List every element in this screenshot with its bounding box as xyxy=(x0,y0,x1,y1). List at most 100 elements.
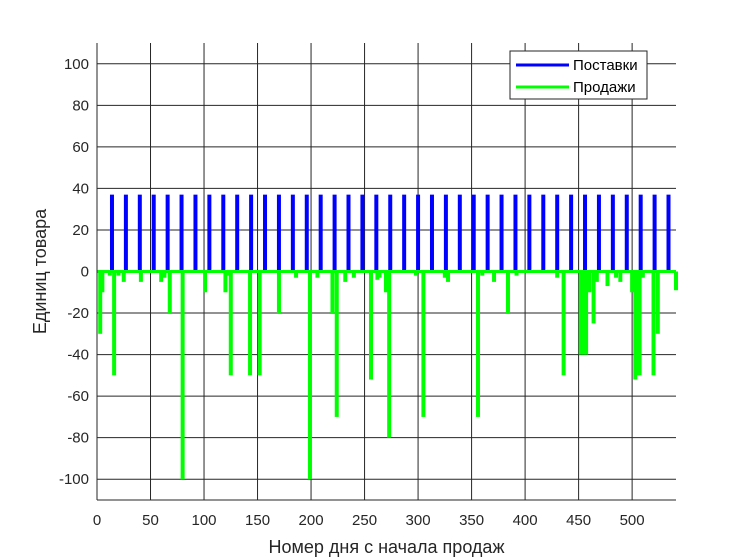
delivery-bar xyxy=(193,194,198,272)
delivery-bar xyxy=(499,194,504,272)
y-tick-label: -20 xyxy=(67,305,89,322)
y-tick-label: -40 xyxy=(67,347,89,364)
sales-bar xyxy=(640,271,645,278)
x-tick-label: 400 xyxy=(513,512,538,529)
sales-bar xyxy=(476,271,481,417)
sales-bar xyxy=(442,271,447,278)
sales-bar xyxy=(555,271,560,278)
delivery-bar xyxy=(360,194,365,272)
sales-bar xyxy=(334,271,339,417)
delivery-bar xyxy=(402,194,407,272)
sales-bar xyxy=(159,271,164,282)
x-axis-label: Номер дня с начала продаж xyxy=(269,537,505,557)
y-tick-label: -100 xyxy=(59,471,89,488)
sales-bar xyxy=(315,271,320,278)
delivery-bar xyxy=(471,194,476,272)
sales-bar xyxy=(587,271,592,293)
sales-bar xyxy=(225,271,230,276)
delivery-bar xyxy=(151,194,156,272)
delivery-bar xyxy=(346,194,351,272)
delivery-bar xyxy=(304,194,309,272)
x-tick-label: 0 xyxy=(93,512,101,529)
delivery-bar xyxy=(374,194,379,272)
sales-bar xyxy=(107,271,112,276)
delivery-bar xyxy=(165,194,170,272)
delivery-bar xyxy=(443,194,448,272)
delivery-bar xyxy=(416,194,421,272)
sales-bar xyxy=(446,271,451,282)
x-tick-label: 150 xyxy=(245,512,270,529)
legend-box xyxy=(509,50,648,100)
delivery-bar xyxy=(541,194,546,272)
y-tick-label: -80 xyxy=(67,430,89,447)
x-tick-label: 500 xyxy=(620,512,645,529)
delivery-bar xyxy=(332,194,337,272)
y-tick-label: -60 xyxy=(67,388,89,405)
sales-bar xyxy=(614,271,619,278)
sales-bar xyxy=(228,271,233,376)
y-axis-label: Единиц товара xyxy=(30,208,50,334)
delivery-bar xyxy=(638,194,643,272)
sales-bar xyxy=(294,271,299,278)
delivery-bar xyxy=(457,194,462,272)
sales-bar xyxy=(605,271,610,287)
sales-bar xyxy=(98,271,103,334)
y-tick-label: 20 xyxy=(72,222,89,239)
legend-label-deliveries: Поставки xyxy=(573,57,638,74)
sales-bar xyxy=(413,271,418,276)
delivery-bar xyxy=(569,194,574,272)
sales-bar xyxy=(351,271,356,278)
sales-bar xyxy=(223,271,228,293)
sales-bar xyxy=(121,271,126,282)
axes xyxy=(96,43,676,501)
sales-bar xyxy=(248,271,253,376)
sales-bar xyxy=(505,271,510,314)
y-tick-label: 0 xyxy=(81,264,89,281)
sales-bar xyxy=(421,271,426,417)
sales-bar xyxy=(514,271,519,276)
sales-bar xyxy=(581,271,586,355)
sales-bar xyxy=(633,271,638,380)
sales-bar xyxy=(276,271,281,314)
sales-bar xyxy=(368,271,373,380)
legend: Поставки Продажи xyxy=(509,50,648,100)
tick-labels: 0 50 100 150 200 250 300 350 400 450 500-100-80-60… xyxy=(59,56,645,529)
sales-bar xyxy=(480,271,485,276)
sales-bar xyxy=(674,271,678,291)
sales-bar xyxy=(162,271,167,278)
delivery-bar xyxy=(263,194,268,272)
delivery-bar xyxy=(123,194,128,272)
delivery-bar xyxy=(513,194,518,272)
sales-bar xyxy=(387,271,392,438)
sales-bar xyxy=(630,271,635,293)
sales-bar xyxy=(180,271,185,480)
sales-bar xyxy=(330,271,335,314)
sales-bar xyxy=(203,271,208,293)
delivery-bar xyxy=(179,194,184,272)
y-tick-label: 60 xyxy=(72,139,89,156)
sales-bar xyxy=(492,271,497,282)
sales-bar xyxy=(637,271,642,376)
delivery-bar xyxy=(207,194,212,272)
sales-bar xyxy=(116,271,121,276)
delivery-bar xyxy=(610,194,615,272)
y-tick-label: 80 xyxy=(72,97,89,114)
delivery-bar xyxy=(388,194,393,272)
sales-bar xyxy=(561,271,566,376)
delivery-bar xyxy=(221,194,226,272)
sales-bar xyxy=(635,271,640,376)
sales-bar xyxy=(375,271,380,280)
sales-bar xyxy=(591,271,596,324)
y-tick-label: 100 xyxy=(64,56,89,73)
x-tick-label: 300 xyxy=(406,512,431,529)
delivery-bar xyxy=(583,194,588,272)
y-tick-label: 40 xyxy=(72,180,89,197)
sales-bar xyxy=(383,271,388,293)
sales-bar xyxy=(594,271,599,282)
x-tick-label: 450 xyxy=(566,512,591,529)
delivery-bar xyxy=(290,194,295,272)
delivery-bar xyxy=(624,194,629,272)
delivery-bar xyxy=(527,194,532,272)
